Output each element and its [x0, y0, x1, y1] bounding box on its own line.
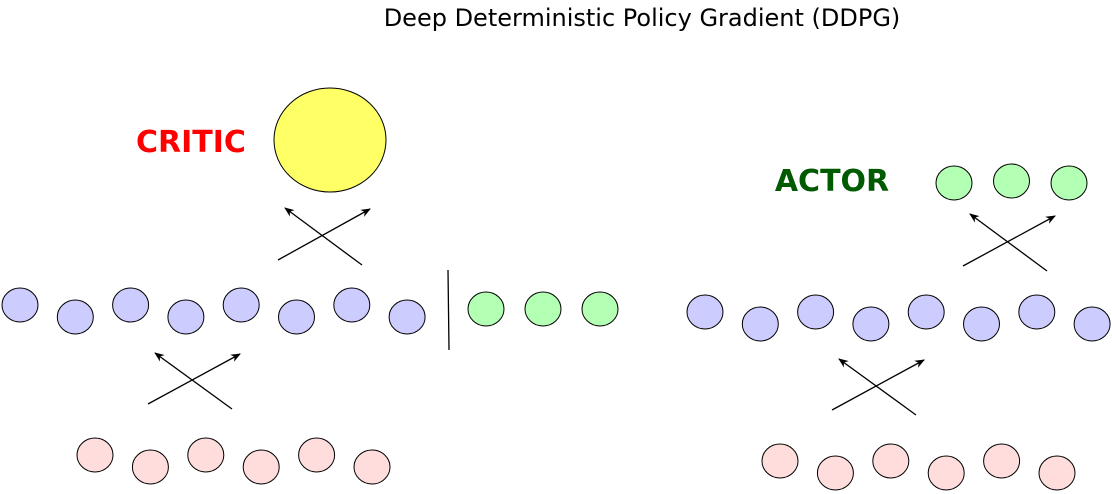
actor-state-input-layer [761, 443, 1076, 491]
critic-input-to-hidden-arrows [147, 352, 241, 410]
critic-state-neuron [298, 437, 336, 473]
actor-state-neuron [927, 455, 965, 491]
actor-hidden-neuron [852, 306, 890, 342]
actor-hidden-neuron [963, 306, 1000, 342]
critic-output-node [273, 87, 387, 193]
diagram-title: Deep Deterministic Policy Gradient (DDPG… [384, 4, 901, 32]
actor-input-to-hidden-arrows [831, 358, 925, 416]
actor-state-neuron [983, 443, 1021, 479]
actor-output-neuron [993, 163, 1030, 199]
critic-state-neuron [76, 437, 114, 473]
actor-hidden-layer [686, 294, 1111, 342]
critic-hidden-neuron [278, 299, 315, 335]
critic-action-neuron [581, 291, 619, 327]
critic-hidden-neuron [167, 299, 205, 335]
actor-hidden-neuron [1073, 306, 1111, 342]
critic-hidden-neuron [1, 287, 39, 323]
actor-label: ACTOR [775, 164, 889, 199]
actor-hidden-neuron [741, 306, 779, 342]
critic-hidden-to-output-arrows [277, 207, 371, 266]
critic-action-neuron [467, 291, 505, 327]
critic-hidden-neuron [388, 299, 426, 335]
critic-action-input-layer [467, 291, 619, 327]
actor-state-neuron [816, 455, 854, 491]
critic-hidden-neuron [112, 287, 150, 323]
actor-hidden-to-output-arrows [962, 213, 1056, 272]
actor-state-neuron [1038, 455, 1076, 491]
actor-hidden-neuron [907, 294, 945, 330]
critic-state-neuron [131, 449, 169, 485]
critic-state-input-layer [76, 437, 391, 485]
critic-label: CRITIC [136, 125, 246, 160]
actor-state-neuron [761, 443, 799, 479]
critic-state-neuron [242, 449, 280, 485]
actor-hidden-neuron [686, 294, 724, 330]
actor-output-layer [935, 163, 1088, 201]
actor-hidden-neuron [797, 294, 835, 330]
critic-hidden-neuron [333, 287, 371, 323]
critic-hidden-neuron [222, 287, 260, 323]
actor-hidden-neuron [1018, 294, 1056, 330]
critic-hidden-neuron [56, 299, 94, 335]
critic-state-neuron [353, 449, 391, 485]
actor-state-neuron [872, 443, 910, 479]
critic-state-neuron [187, 437, 225, 473]
action-input-separator [447, 269, 450, 351]
actor-output-neuron [1050, 165, 1088, 201]
critic-hidden-layer [1, 287, 426, 335]
critic-action-neuron [524, 291, 562, 327]
actor-output-neuron [935, 165, 973, 201]
